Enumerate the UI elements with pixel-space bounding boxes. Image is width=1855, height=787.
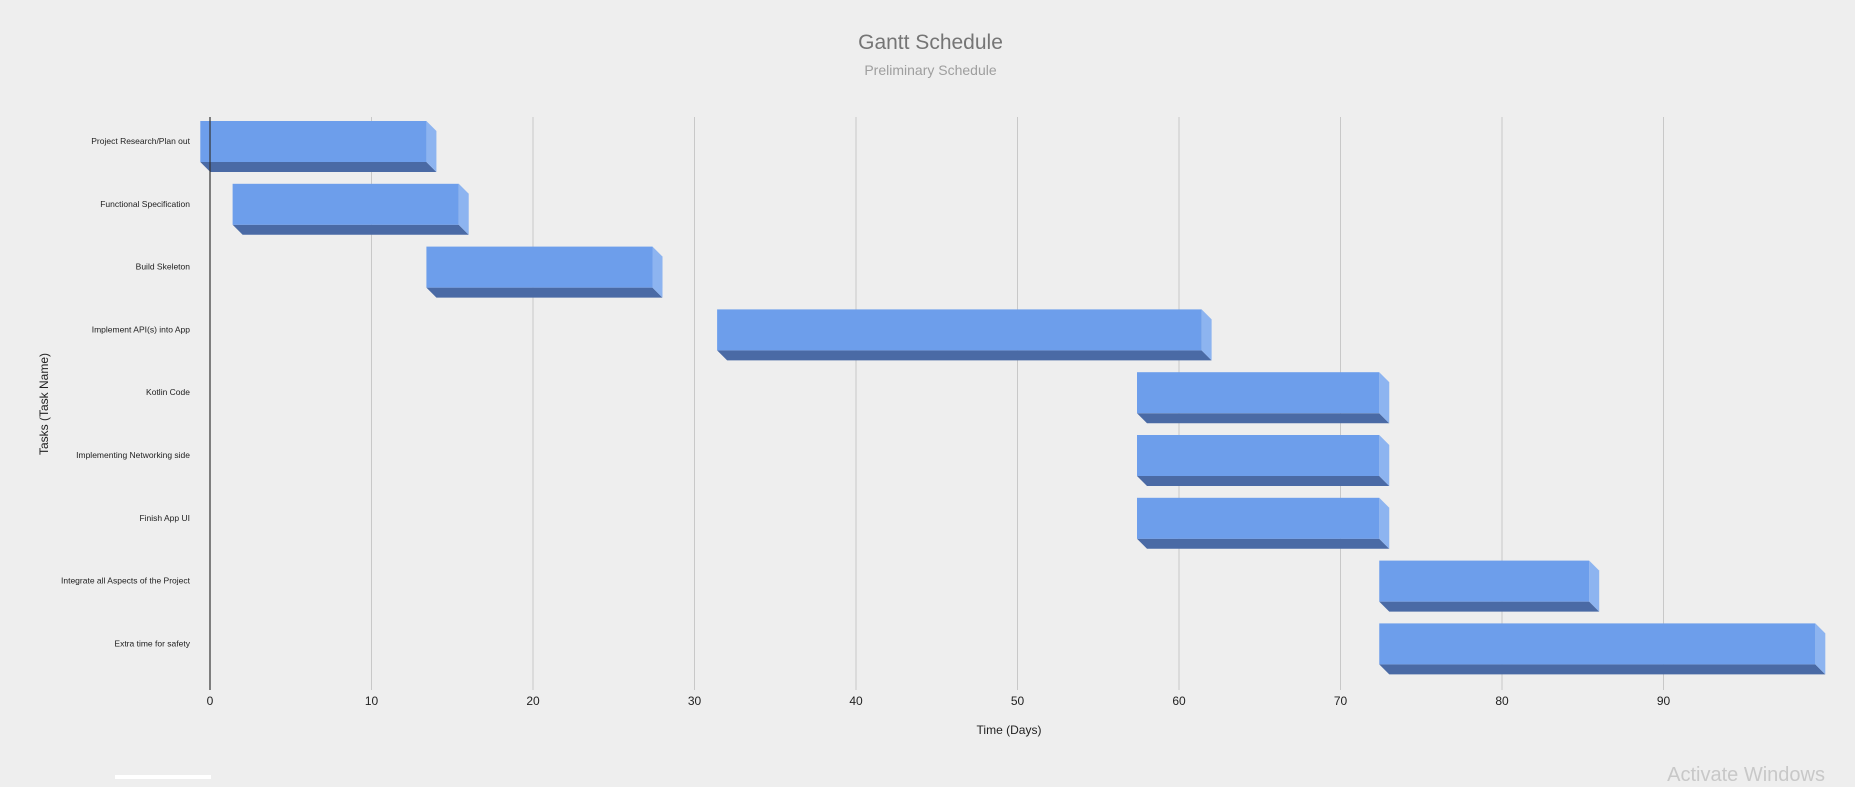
- task-label: Implement API(s) into App: [92, 324, 191, 334]
- bar-front-face: [1137, 497, 1380, 539]
- gantt-bar: [1137, 372, 1390, 424]
- bar-front-face: [1137, 372, 1380, 414]
- task-label: Finish App UI: [139, 513, 190, 523]
- x-tick-label: 50: [1011, 694, 1025, 708]
- task-label: Functional Specification: [100, 199, 190, 209]
- y-axis-title: Tasks (Task Name): [37, 353, 51, 455]
- x-tick-label: 80: [1495, 694, 1509, 708]
- x-tick-label: 40: [849, 694, 863, 708]
- bar-front-face: [426, 246, 653, 288]
- bars: [200, 121, 1826, 675]
- gantt-bar: [200, 121, 437, 172]
- x-tick-label: 30: [688, 694, 702, 708]
- watermark-text: Activate Windows: [1667, 764, 1825, 786]
- task-label: Kotlin Code: [146, 387, 190, 397]
- bar-side-face: [426, 121, 437, 172]
- bar-front-face: [200, 121, 427, 162]
- x-tick-label: 10: [365, 694, 379, 708]
- task-label: Integrate all Aspects of the Project: [61, 576, 191, 586]
- x-tick-label: 0: [207, 694, 214, 708]
- x-tick-label: 70: [1334, 694, 1348, 708]
- bar-side-face: [1379, 497, 1390, 549]
- axes: 0 10 20 30 40 50 60 70 80 90 Project Research/Plan…: [61, 117, 1670, 708]
- bar-front-face: [1379, 560, 1590, 602]
- bar-front-face: [1137, 435, 1380, 476]
- x-tick-label: 20: [526, 694, 540, 708]
- gantt-bar: [1379, 560, 1600, 612]
- gantt-bar: [717, 309, 1212, 361]
- task-label: Implementing Networking side: [76, 450, 190, 460]
- x-tick-label: 60: [1172, 694, 1186, 708]
- bar-side-face: [1201, 309, 1212, 361]
- gantt-bar: [1137, 497, 1390, 549]
- task-label: Extra time for safety: [114, 638, 190, 648]
- x-axis-title: Time (Days): [977, 723, 1042, 737]
- bar-side-face: [1379, 372, 1390, 424]
- bar-front-face: [1379, 623, 1816, 665]
- gantt-bar: [1379, 623, 1826, 675]
- bar-bottom-face: [1137, 538, 1390, 549]
- gantt-bar: [426, 246, 663, 298]
- x-tick-label: 90: [1657, 694, 1671, 708]
- task-label: Build Skeleton: [136, 262, 191, 272]
- chart-title: Gantt Schedule: [858, 31, 1003, 54]
- bar-front-face: [717, 309, 1202, 351]
- bar-side-face: [1379, 435, 1390, 486]
- bar-side-face: [458, 183, 469, 235]
- bar-side-face: [1815, 623, 1826, 675]
- bar-bottom-face: [426, 287, 663, 298]
- taskbar-strip: [115, 775, 211, 779]
- gantt-bar: [232, 183, 469, 235]
- bar-side-face: [652, 246, 663, 298]
- bar-bottom-face: [1137, 476, 1390, 486]
- bar-bottom-face: [232, 224, 469, 235]
- bar-bottom-face: [1379, 664, 1826, 675]
- bar-bottom-face: [717, 350, 1212, 361]
- task-label: Project Research/Plan out: [91, 136, 190, 146]
- bar-bottom-face: [1137, 413, 1390, 424]
- bar-front-face: [232, 183, 459, 225]
- gantt-bar: [1137, 435, 1390, 486]
- bar-bottom-face: [200, 162, 437, 172]
- bar-bottom-face: [1379, 601, 1600, 612]
- chart-subtitle: Preliminary Schedule: [864, 62, 997, 78]
- bar-side-face: [1589, 560, 1600, 612]
